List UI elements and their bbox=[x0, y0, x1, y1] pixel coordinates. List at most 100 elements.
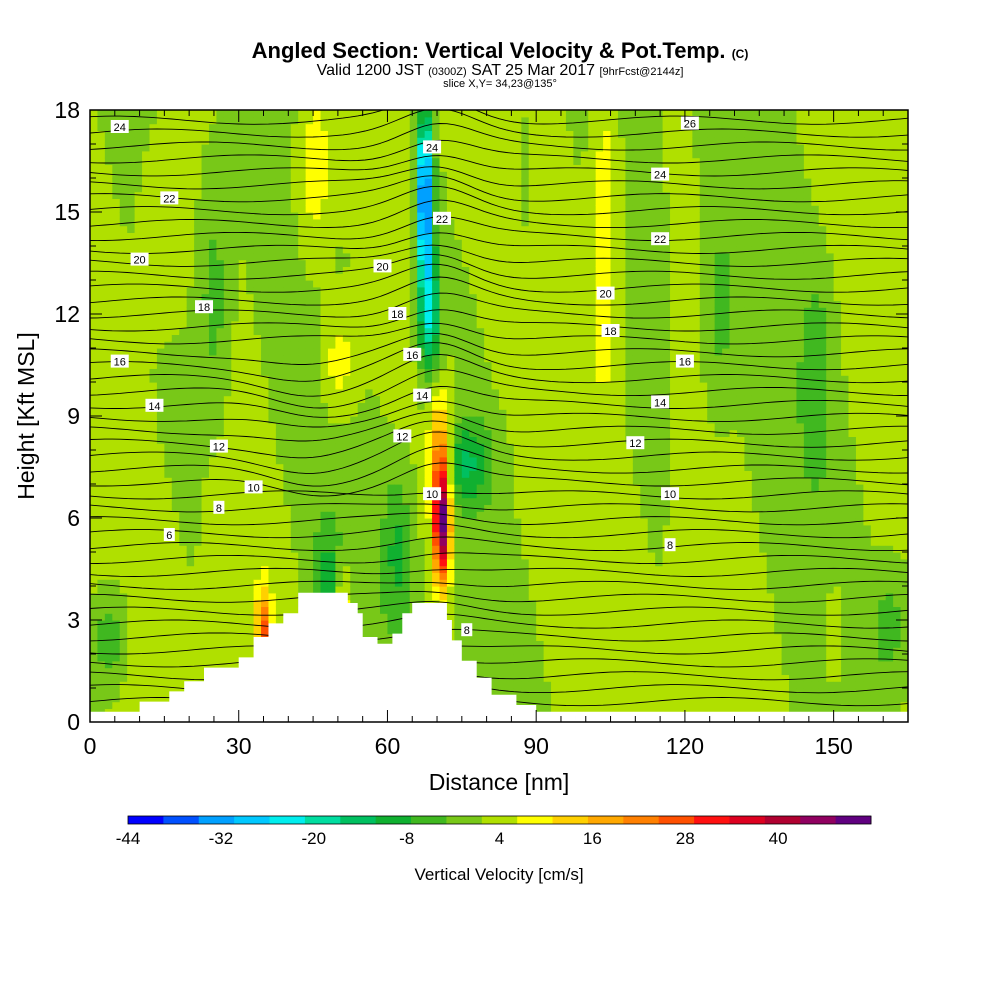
field-cell bbox=[320, 259, 329, 267]
field-cell bbox=[208, 239, 218, 247]
field-cell bbox=[476, 660, 485, 669]
field-cell bbox=[261, 375, 270, 383]
field-cell bbox=[194, 463, 203, 471]
field-cell bbox=[327, 524, 336, 533]
field-cell bbox=[454, 184, 463, 193]
field-cell bbox=[439, 484, 448, 492]
field-cell bbox=[387, 592, 396, 601]
field-cell bbox=[298, 456, 307, 465]
field-cell bbox=[186, 416, 195, 424]
field-cell bbox=[387, 293, 396, 301]
field-cell bbox=[305, 504, 314, 512]
field-cell bbox=[253, 382, 262, 390]
field-cell bbox=[469, 463, 478, 471]
field-cell bbox=[119, 640, 128, 648]
field-cell bbox=[268, 137, 277, 145]
field-cell bbox=[476, 184, 485, 193]
field-cell bbox=[424, 320, 433, 329]
field-cell bbox=[424, 375, 433, 383]
field-cell bbox=[261, 110, 270, 118]
field-cell bbox=[104, 184, 113, 193]
field-cell bbox=[461, 198, 470, 206]
field-cell bbox=[164, 164, 173, 172]
field-cell bbox=[402, 388, 411, 397]
field-cell bbox=[194, 280, 203, 288]
field-cell bbox=[90, 416, 99, 424]
field-cell bbox=[283, 280, 292, 288]
field-cell bbox=[290, 368, 299, 376]
field-cell bbox=[283, 572, 292, 580]
field-cell bbox=[350, 388, 359, 397]
field-cell bbox=[380, 150, 389, 159]
field-cell bbox=[238, 286, 247, 295]
field-cell bbox=[246, 368, 255, 376]
field-cell bbox=[327, 198, 336, 206]
field-cell bbox=[268, 490, 277, 499]
field-cell bbox=[484, 409, 493, 417]
field-cell bbox=[327, 429, 336, 437]
field-cell bbox=[365, 273, 374, 281]
field-cell bbox=[305, 198, 314, 206]
field-cell bbox=[238, 640, 247, 648]
field-cell bbox=[327, 252, 336, 261]
field-cell bbox=[365, 382, 374, 390]
field-cell bbox=[142, 484, 151, 492]
field-cell bbox=[350, 130, 359, 138]
field-cell bbox=[327, 150, 336, 159]
field-cell bbox=[387, 184, 396, 193]
field-cell bbox=[97, 586, 106, 594]
field-cell bbox=[461, 436, 470, 444]
field-cell bbox=[484, 266, 493, 274]
field-cell bbox=[290, 150, 299, 159]
field-cell bbox=[387, 348, 396, 356]
field-cell bbox=[134, 518, 143, 526]
field-cell bbox=[90, 654, 99, 662]
field-cell bbox=[246, 524, 255, 533]
field-cell bbox=[327, 110, 336, 118]
field-cell bbox=[104, 382, 113, 390]
field-cell bbox=[208, 116, 218, 125]
field-cell bbox=[268, 524, 277, 533]
field-cell bbox=[194, 606, 203, 614]
field-cell bbox=[402, 320, 411, 329]
field-cell bbox=[164, 654, 173, 662]
field-cell bbox=[417, 484, 426, 492]
field-cell bbox=[454, 273, 463, 281]
field-cell bbox=[231, 579, 240, 587]
field-cell bbox=[372, 327, 381, 335]
field-cell bbox=[409, 443, 418, 451]
field-cell bbox=[298, 382, 307, 390]
field-cell bbox=[394, 409, 403, 417]
field-cell bbox=[194, 477, 203, 485]
field-cell bbox=[164, 592, 173, 601]
field-cell bbox=[156, 667, 165, 675]
field-cell bbox=[134, 150, 143, 159]
field-cell bbox=[446, 314, 455, 322]
field-cell bbox=[134, 286, 143, 295]
vertical-velocity-field bbox=[90, 110, 908, 722]
field-cell bbox=[290, 123, 299, 131]
field-cell bbox=[268, 212, 277, 220]
field-cell bbox=[216, 123, 225, 131]
field-cell bbox=[90, 137, 99, 145]
field-cell bbox=[268, 606, 277, 614]
field-cell bbox=[283, 184, 292, 193]
field-cell bbox=[179, 341, 188, 349]
field-cell bbox=[461, 239, 470, 247]
field-cell bbox=[409, 504, 418, 512]
field-cell bbox=[357, 307, 366, 315]
field-cell bbox=[320, 572, 329, 580]
field-cell bbox=[357, 314, 366, 322]
field-cell bbox=[469, 443, 478, 451]
field-cell bbox=[491, 266, 500, 274]
field-cell bbox=[365, 443, 374, 451]
field-cell bbox=[342, 422, 351, 431]
field-cell bbox=[409, 171, 418, 179]
field-cell bbox=[350, 218, 359, 227]
field-cell bbox=[365, 490, 374, 499]
field-cell bbox=[484, 280, 493, 288]
field-cell bbox=[156, 524, 165, 533]
field-cell bbox=[461, 232, 470, 240]
field-cell bbox=[365, 572, 374, 580]
field-cell bbox=[454, 368, 463, 376]
